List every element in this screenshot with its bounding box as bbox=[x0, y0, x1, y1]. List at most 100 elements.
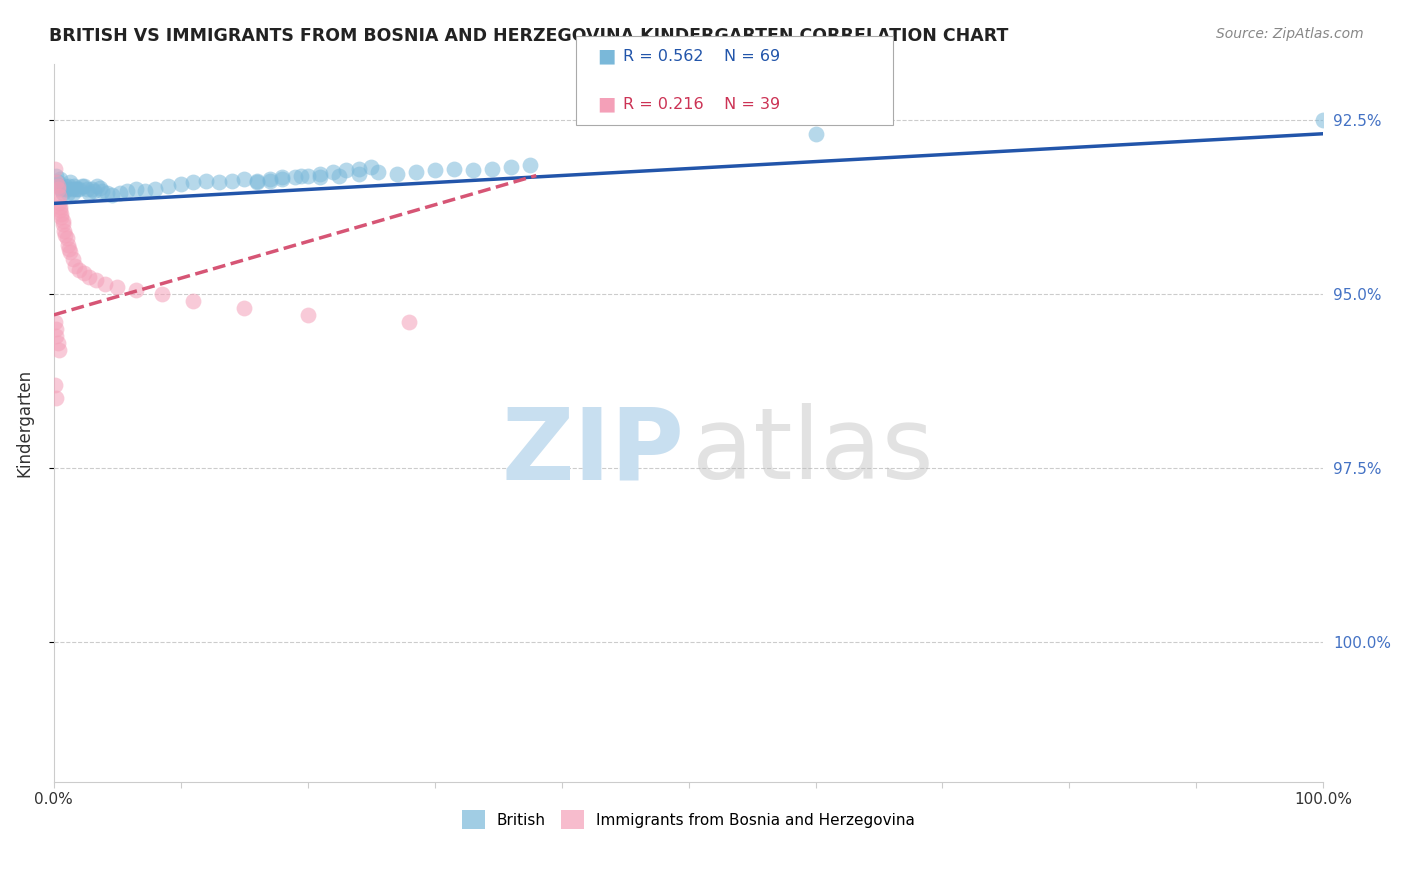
Point bbox=[89, 181, 111, 195]
Point bbox=[55, 182, 77, 196]
Point bbox=[52, 186, 75, 200]
Point bbox=[1312, 112, 1334, 127]
Point bbox=[48, 343, 70, 357]
Point bbox=[93, 277, 115, 291]
Point bbox=[56, 238, 79, 252]
Point bbox=[347, 167, 370, 181]
Point bbox=[481, 161, 503, 176]
Point bbox=[157, 178, 180, 193]
Point bbox=[271, 172, 294, 186]
Point bbox=[65, 259, 87, 273]
Point bbox=[49, 203, 72, 218]
Point bbox=[105, 280, 128, 294]
Point bbox=[271, 169, 294, 184]
Point bbox=[125, 182, 148, 196]
Point bbox=[328, 169, 350, 183]
Point bbox=[423, 163, 446, 178]
Point bbox=[44, 161, 66, 176]
Point bbox=[62, 252, 84, 267]
Text: BRITISH VS IMMIGRANTS FROM BOSNIA AND HERZEGOVINA KINDERGARTEN CORRELATION CHART: BRITISH VS IMMIGRANTS FROM BOSNIA AND HE… bbox=[49, 27, 1008, 45]
Point bbox=[73, 266, 96, 280]
Point bbox=[46, 178, 69, 193]
Text: Source: ZipAtlas.com: Source: ZipAtlas.com bbox=[1216, 27, 1364, 41]
Point bbox=[73, 178, 96, 193]
Point bbox=[45, 392, 67, 406]
Point bbox=[233, 172, 256, 186]
Point bbox=[79, 186, 101, 200]
Point bbox=[48, 196, 70, 211]
Legend: British, Immigrants from Bosnia and Herzegovina: British, Immigrants from Bosnia and Herz… bbox=[456, 805, 921, 835]
Point bbox=[58, 242, 80, 256]
Point bbox=[67, 182, 90, 196]
Point bbox=[44, 315, 66, 329]
Point bbox=[59, 245, 82, 260]
Point bbox=[63, 178, 86, 193]
Point bbox=[53, 227, 76, 242]
Point bbox=[91, 184, 114, 198]
Point bbox=[46, 182, 69, 196]
Point bbox=[367, 165, 389, 179]
Point bbox=[284, 169, 307, 184]
Point bbox=[51, 207, 73, 221]
Point bbox=[84, 273, 107, 287]
Point bbox=[150, 287, 173, 301]
Point bbox=[53, 182, 76, 196]
Point bbox=[45, 322, 67, 336]
Point bbox=[519, 158, 541, 172]
Point bbox=[45, 169, 67, 183]
Text: ■: ■ bbox=[598, 46, 616, 66]
Point bbox=[86, 178, 108, 193]
Point bbox=[76, 182, 98, 196]
Point bbox=[51, 182, 73, 196]
Text: atlas: atlas bbox=[692, 403, 934, 500]
Point bbox=[183, 176, 205, 190]
Point bbox=[259, 174, 281, 188]
Point bbox=[51, 211, 73, 225]
Point bbox=[52, 217, 75, 231]
Point bbox=[297, 169, 319, 183]
Point bbox=[309, 169, 332, 184]
Point bbox=[83, 184, 105, 198]
Point bbox=[297, 308, 319, 322]
Point bbox=[117, 184, 139, 198]
Point bbox=[125, 284, 148, 298]
Point bbox=[65, 182, 87, 196]
Point bbox=[290, 169, 312, 183]
Point bbox=[398, 315, 420, 329]
Point bbox=[134, 184, 156, 198]
Point bbox=[52, 214, 75, 228]
Point bbox=[62, 186, 84, 200]
Point bbox=[499, 160, 522, 174]
Point bbox=[66, 182, 89, 196]
Point bbox=[60, 182, 83, 196]
Point bbox=[58, 178, 80, 193]
Point bbox=[101, 188, 124, 202]
Point bbox=[221, 174, 243, 188]
Point bbox=[49, 172, 72, 186]
Point bbox=[461, 163, 484, 178]
Point bbox=[347, 161, 370, 176]
Text: R = 0.216    N = 39: R = 0.216 N = 39 bbox=[623, 97, 780, 112]
Point bbox=[208, 176, 231, 190]
Point bbox=[322, 165, 344, 179]
Point bbox=[183, 293, 205, 308]
Y-axis label: Kindergarten: Kindergarten bbox=[15, 368, 32, 477]
Point bbox=[55, 231, 77, 245]
Point bbox=[170, 177, 193, 191]
Point bbox=[56, 186, 79, 200]
Point bbox=[59, 176, 82, 190]
Point bbox=[108, 186, 131, 200]
Point bbox=[96, 186, 118, 200]
Point bbox=[80, 182, 103, 196]
Point bbox=[67, 262, 90, 277]
Point bbox=[46, 176, 69, 190]
Point bbox=[44, 377, 66, 392]
Point bbox=[259, 172, 281, 186]
Point bbox=[233, 301, 256, 315]
Point bbox=[53, 178, 76, 193]
Point bbox=[360, 160, 382, 174]
Point bbox=[45, 176, 67, 190]
Point bbox=[53, 224, 76, 238]
Point bbox=[48, 189, 70, 203]
Point bbox=[405, 165, 427, 179]
